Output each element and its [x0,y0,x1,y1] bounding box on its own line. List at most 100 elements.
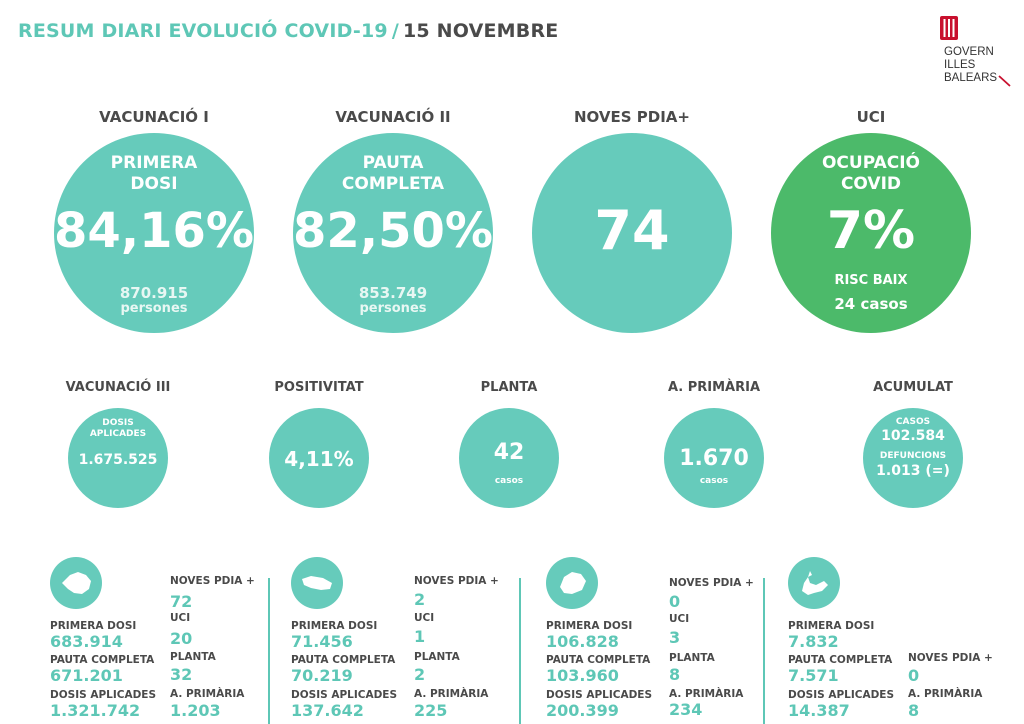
atencio-primaria-value: 234 [669,700,703,719]
govern-logo: GOVERN ILLES BALEARS [940,16,1020,90]
circle-caption: DOSIS APLICADES [89,418,147,439]
header-positivitat: POSITIVITAT [274,380,364,395]
header-atencio-primaria: A. PRIMÀRIA [667,380,761,395]
menorca-icon [291,557,343,609]
circle-planta: 42 casos [459,408,559,508]
dosis-aplicades-value: 200.399 [546,701,619,720]
circle-caption: OCUPACIÓ COVID [821,153,921,194]
govern-logo-text: GOVERN ILLES BALEARS [944,46,997,85]
govern-emblem-icon [940,16,958,40]
circle-value: 7% [826,201,916,261]
dosis-aplicades-value: 14.387 [788,701,850,720]
header-uci: UCI [856,108,886,126]
circle-caption: PRIMERA DOSI [110,153,198,194]
planta-value: 32 [170,665,193,684]
noves-pdia-value: 0 [669,592,681,611]
pauta-completa-value: 103.960 [546,666,619,685]
dosis-aplicades-label: DOSIS APLICADES [291,689,398,701]
circle-subunit: persones [120,301,188,316]
header-planta: PLANTA [480,380,538,395]
circle-subunit: casos [494,476,524,486]
dosis-aplicades-label: DOSIS APLICADES [50,689,157,701]
circle-value: 74 [594,199,670,262]
circle-value: 82,50% [293,203,493,259]
circle-subunit: casos [699,476,729,486]
page-title-date: 15 NOVEMBRE [403,20,559,42]
noves-pdia-label: NOVES PDIA + [414,575,499,587]
header-vacunacio-1: VACUNACIÓ I [99,108,209,126]
uci-label: UCI [170,612,191,624]
uci-cases: 24 casos [834,295,908,313]
risk-level: RISC BAIX [834,273,908,288]
pauta-completa-value: 70.219 [291,666,353,685]
noves-pdia-label: NOVES PDIA + [170,575,255,587]
logo-line-2: ILLES [944,59,976,71]
circle-caption: PAUTA COMPLETA [341,153,445,194]
dosis-aplicades-label: DOSIS APLICADES [546,689,653,701]
eivissa-icon [546,557,598,609]
planta-label: PLANTA [414,651,460,663]
noves-pdia-label: NOVES PDIA + [908,652,993,664]
pauta-completa-label: PAUTA COMPLETA [546,654,651,666]
primera-dosi-label: PRIMERA DOSI [50,620,137,632]
uci-label: UCI [414,612,435,624]
logo-line-1: GOVERN [944,46,994,58]
acumulat-defuncions-label: DEFUNCIONS [879,451,947,461]
pauta-completa-value: 671.201 [50,666,123,685]
noves-pdia-label: NOVES PDIA + [669,577,754,589]
page-title-main: RESUM DIARI EVOLUCIÓ COVID-19 [18,20,388,42]
atencio-primaria-label: A. PRIMÀRIA [908,688,983,700]
dosis-aplicades-value: 137.642 [291,701,364,720]
header-acumulat: ACUMULAT [873,380,953,395]
circle-subunit: persones [359,301,427,316]
uci-value: 3 [669,628,681,647]
primera-dosi-label: PRIMERA DOSI [546,620,633,632]
circle-value: 42 [493,440,525,465]
atencio-primaria-label: A. PRIMÀRIA [669,688,744,700]
header-vacunacio-2: VACUNACIÓ II [335,108,451,126]
circle-noves-pdia: 74 [532,133,732,333]
atencio-primaria-value: 8 [908,701,920,720]
circle-dosis-aplicades: DOSIS APLICADES 1.675.525 [68,408,168,508]
mallorca-icon [50,557,102,609]
atencio-primaria-value: 1.203 [170,701,221,720]
uci-label: UCI [669,613,690,625]
circle-value: 1.670 [679,446,749,471]
dosis-aplicades-value: 1.321.742 [50,701,141,720]
planta-label: PLANTA [170,651,216,663]
dosis-aplicades-label: DOSIS APLICADES [788,689,895,701]
pauta-completa-label: PAUTA COMPLETA [291,654,396,666]
circle-subvalue: 853.749 [358,284,428,302]
divider [763,578,765,724]
pauta-completa-value: 7.571 [788,666,839,685]
acumulat-defuncions-value: 1.013 (=) [876,463,950,479]
circle-value: 1.675.525 [78,452,158,468]
primera-dosi-value: 71.456 [291,632,353,651]
primera-dosi-value: 106.828 [546,632,619,651]
circle-pauta-completa: PAUTA COMPLETA 82,50% 853.749 persones [293,133,493,333]
page-title: RESUM DIARI EVOLUCIÓ COVID-19/15 NOVEMBR… [18,20,558,42]
circle-subvalue: 870.915 [119,284,189,302]
atencio-primaria-value: 225 [414,701,448,720]
acumulat-casos-value: 102.584 [881,428,945,444]
divider [519,578,521,724]
pauta-completa-label: PAUTA COMPLETA [50,654,155,666]
planta-value: 2 [414,665,426,684]
atencio-primaria-label: A. PRIMÀRIA [170,688,245,700]
uci-value: 20 [170,629,193,648]
circle-uci-ocupacio: OCUPACIÓ COVID 7% RISC BAIX 24 casos [771,133,971,333]
atencio-primaria-label: A. PRIMÀRIA [414,688,489,700]
noves-pdia-value: 2 [414,590,426,609]
title-separator: / [391,20,399,42]
primera-dosi-label: PRIMERA DOSI [291,620,378,632]
circle-primera-dosi: PRIMERA DOSI 84,16% 870.915 persones [54,133,254,333]
circle-atencio-primaria: 1.670 casos [664,408,764,508]
logo-line-3: BALEARS [944,72,998,84]
primera-dosi-value: 683.914 [50,632,123,651]
header-vacunacio-3: VACUNACIÓ III [65,380,171,395]
circle-value: 4,11% [284,447,354,471]
logo-accent-icon [998,75,1011,87]
planta-value: 8 [669,665,681,684]
acumulat-casos-label: CASOS [895,417,931,427]
planta-label: PLANTA [669,652,715,664]
